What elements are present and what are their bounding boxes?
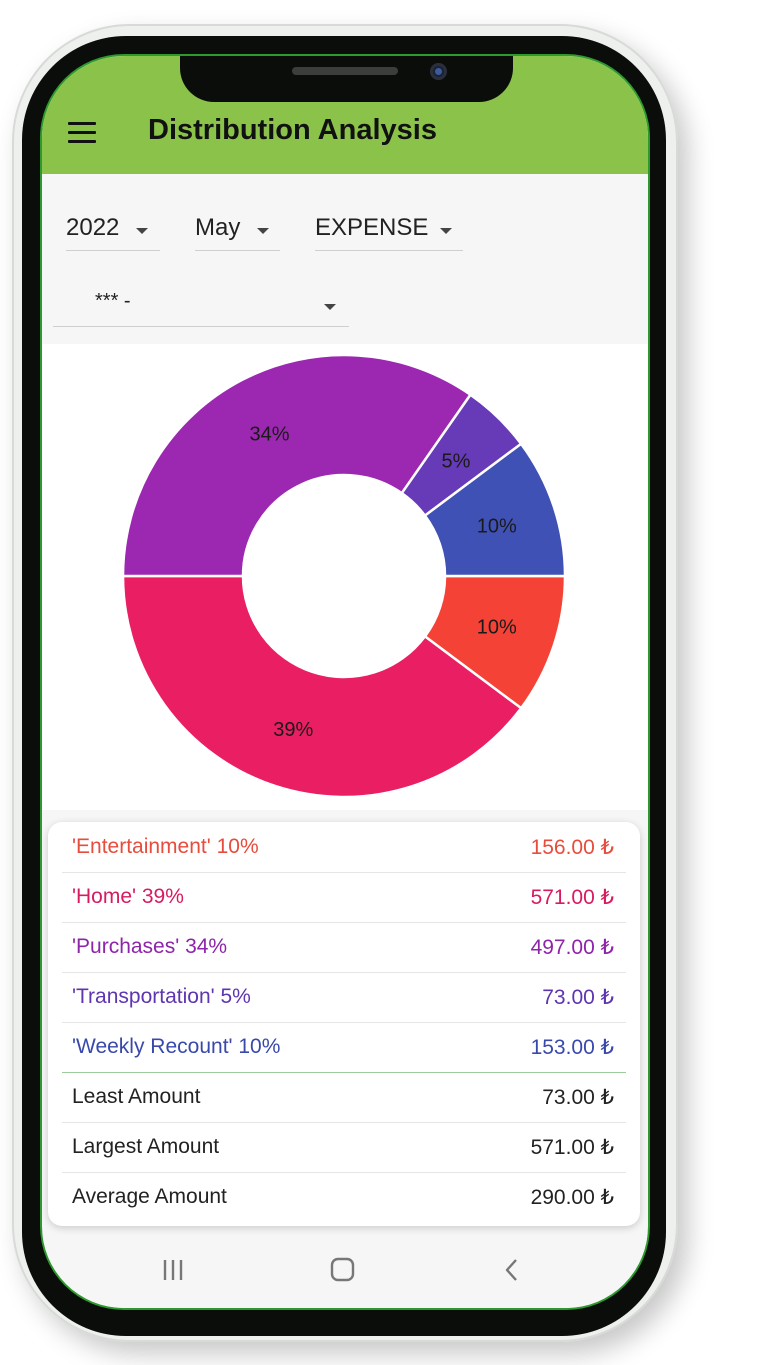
breakdown-card: 'Entertainment' 10% 156.00 ₺ 'Home' 39% 571… — [48, 822, 640, 1226]
row-amount: 571.00 ₺ — [530, 886, 614, 909]
system-nav-bar — [42, 1236, 648, 1308]
summary-row: Least Amount 73.00 ₺ — [62, 1072, 626, 1123]
hamburger-menu-icon[interactable] — [68, 122, 98, 144]
month-value: May — [195, 214, 241, 241]
donut-chart: 10% 39% 34% 5% 10% — [42, 344, 648, 810]
row-label: 'Purchases' 34% — [72, 935, 228, 958]
row-amount: 153.00 ₺ — [530, 1036, 614, 1059]
month-dropdown[interactable]: May — [195, 208, 280, 251]
back-icon[interactable] — [498, 1254, 528, 1288]
row-label: Largest Amount — [72, 1135, 220, 1158]
app-screen: Distribution Analysis 2022 May EXPENSE *… — [42, 56, 648, 1308]
slice-percent-label: 10% — [477, 515, 517, 537]
slice-percent-label: 10% — [477, 617, 517, 639]
recent-apps-icon[interactable] — [160, 1254, 190, 1288]
speaker — [292, 67, 398, 75]
row-label: 'Transportation' 5% — [72, 985, 251, 1008]
summary-row: Average Amount 290.00 ₺ — [62, 1172, 626, 1222]
row-label: Least Amount — [72, 1085, 201, 1108]
row-label: Average Amount — [72, 1185, 227, 1208]
account-dropdown[interactable]: *** - — [53, 284, 349, 327]
donut-slice-weekly-recount[interactable] — [423, 442, 567, 578]
category-row[interactable]: 'Purchases' 34% 497.00 ₺ — [62, 922, 626, 973]
home-icon[interactable] — [328, 1254, 358, 1288]
phone-notch — [180, 56, 513, 102]
row-label: 'Weekly Recount' 10% — [72, 1035, 281, 1058]
filter-panel: 2022 May EXPENSE *** - — [52, 174, 642, 344]
row-label: 'Entertainment' 10% — [72, 835, 259, 858]
row-label: 'Home' 39% — [72, 885, 184, 908]
slice-percent-label: 5% — [442, 450, 471, 472]
chevron-down-icon — [257, 228, 269, 234]
row-amount: 73.00 ₺ — [542, 1086, 614, 1109]
category-row[interactable]: 'Entertainment' 10% 156.00 ₺ — [62, 822, 626, 873]
donut-slice-home[interactable] — [121, 574, 523, 799]
front-camera — [430, 63, 447, 80]
row-amount: 290.00 ₺ — [530, 1186, 614, 1209]
slice-percent-label: 39% — [273, 719, 313, 741]
category-row[interactable]: 'Weekly Recount' 10% 153.00 ₺ — [62, 1022, 626, 1073]
donut-slice-purchases[interactable] — [121, 353, 473, 578]
category-row[interactable]: 'Transportation' 5% 73.00 ₺ — [62, 972, 626, 1023]
type-dropdown[interactable]: EXPENSE — [315, 208, 463, 251]
row-amount: 497.00 ₺ — [530, 936, 614, 959]
row-amount: 156.00 ₺ — [530, 836, 614, 859]
year-value: 2022 — [66, 214, 120, 241]
row-amount: 73.00 ₺ — [542, 986, 614, 1009]
slice-percent-label: 34% — [250, 423, 290, 445]
chevron-down-icon — [324, 304, 336, 310]
type-value: EXPENSE — [315, 214, 429, 241]
app-bar: Distribution Analysis — [42, 56, 648, 174]
account-value: *** - — [95, 290, 131, 312]
chevron-down-icon — [440, 228, 452, 234]
page-title: Distribution Analysis — [148, 114, 437, 146]
year-dropdown[interactable]: 2022 — [66, 208, 160, 251]
chevron-down-icon — [136, 228, 148, 234]
summary-row: Largest Amount 571.00 ₺ — [62, 1122, 626, 1173]
donut-chart-svg: 10% 39% 34% 5% 10% — [121, 353, 567, 799]
row-amount: 571.00 ₺ — [530, 1136, 614, 1159]
category-row[interactable]: 'Home' 39% 571.00 ₺ — [62, 872, 626, 923]
